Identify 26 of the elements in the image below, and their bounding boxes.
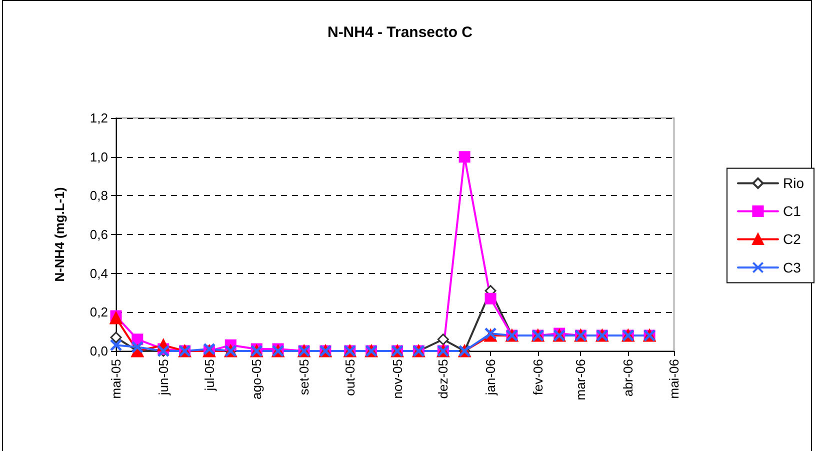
x-tick-label: set-05	[296, 359, 312, 396]
x-tick-label: mai-05	[108, 359, 124, 399]
chart-title: N-NH4 - Transecto C	[327, 24, 473, 41]
x-tick-label: abr-06	[620, 359, 636, 397]
y-tick-label: 0,6	[90, 227, 108, 242]
y-tick-label: 0,0	[90, 344, 108, 358]
x-tick-label: jan-06	[483, 359, 498, 396]
legend-label: C2	[782, 231, 802, 248]
y-tick-label: 0,8	[90, 188, 108, 204]
x-tick-label: nov-05	[390, 359, 405, 399]
y-axis-title: N-NH4 (mg.L-1)	[52, 187, 67, 282]
x-tick-label: jul-05	[202, 359, 217, 392]
y-tick-label: 0,4	[90, 266, 108, 281]
y-tick-label: 1,2	[90, 110, 108, 126]
legend-label: Rio	[782, 175, 804, 192]
x-tick-label: fev-06	[530, 359, 546, 396]
y-tick-label: 0,2	[90, 304, 108, 320]
y-tick-label: 1,0	[90, 149, 108, 164]
x-tick-label: mar-06	[573, 359, 588, 400]
x-tick-label: jun-05	[156, 359, 171, 396]
x-tick-label: dez-05	[436, 359, 451, 399]
legend-label: C3	[782, 260, 802, 276]
legend-label: C1	[782, 203, 802, 220]
x-tick-label: out-05	[342, 359, 358, 396]
x-tick-label: mai-06	[666, 359, 682, 399]
x-tick-label: ago-05	[249, 359, 264, 400]
